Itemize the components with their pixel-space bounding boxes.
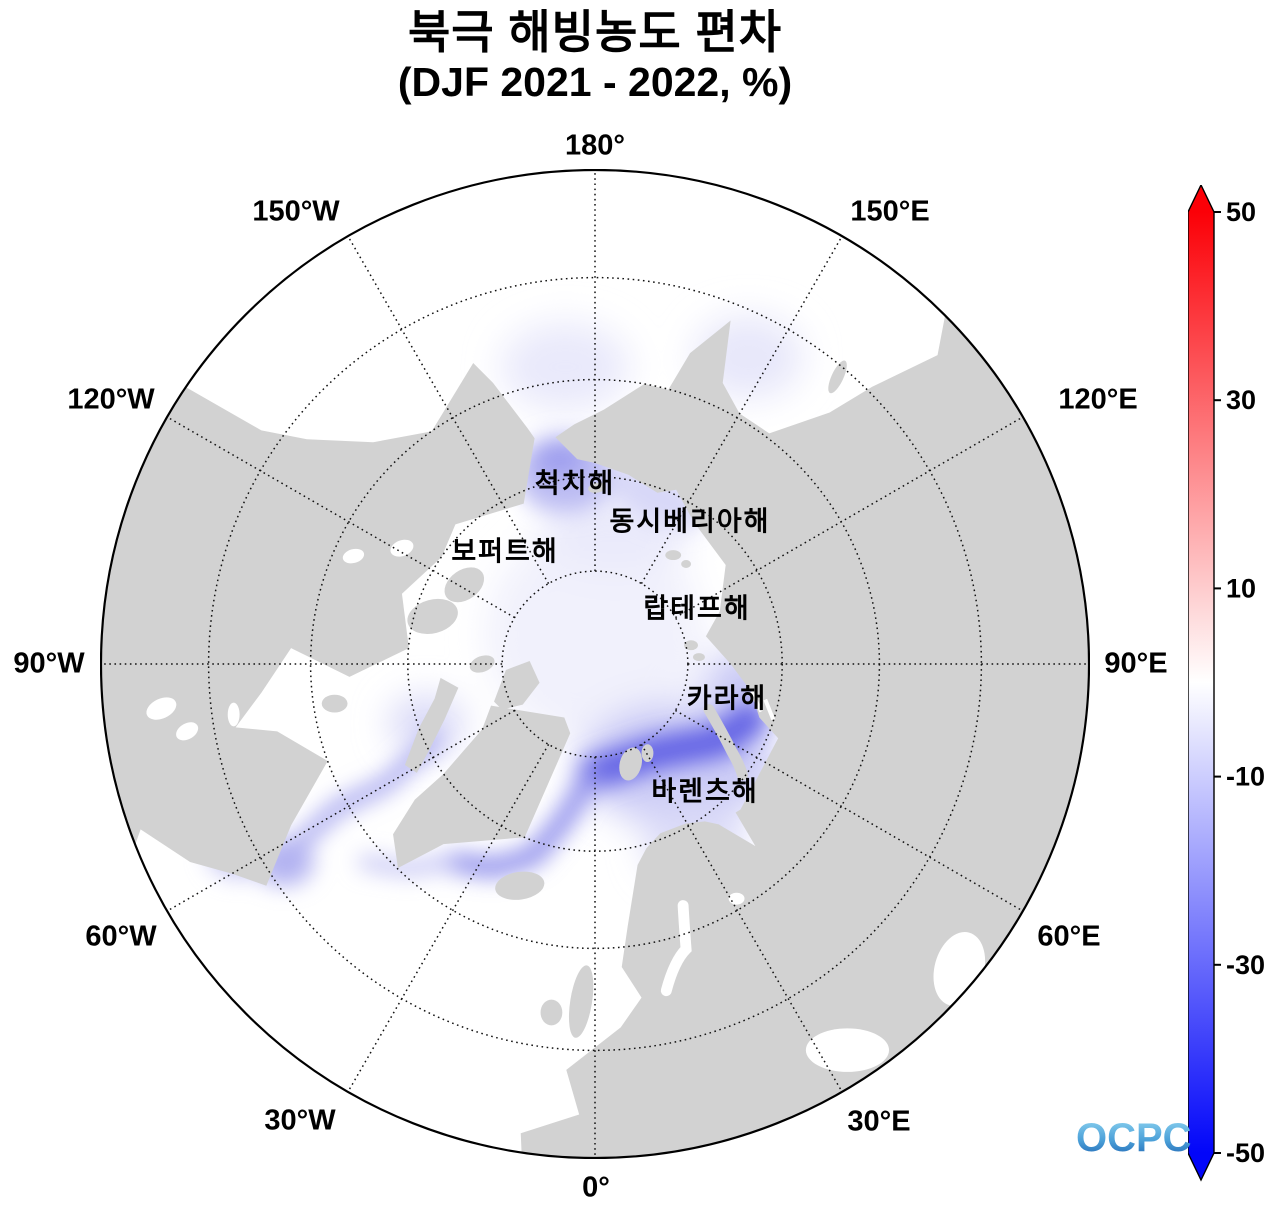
lake-winnipeg <box>227 702 240 727</box>
ob-gulf <box>749 690 764 713</box>
novaya-zemlya <box>703 704 748 781</box>
colorbar-tick-label: -30 <box>1226 950 1265 980</box>
new-siberian-islands <box>665 550 682 561</box>
ellesmere-island <box>494 661 540 710</box>
north-america-landmass <box>100 363 535 1159</box>
figure-title: 북극 해빙농도 편차 (DJF 2021 - 2022, %) <box>100 6 1090 106</box>
longitude-label: 150°W <box>252 195 340 228</box>
longitude-label: 60°W <box>85 920 157 953</box>
baltic-sea <box>660 900 692 997</box>
svalbard-ne <box>641 744 654 763</box>
iceland <box>495 871 545 900</box>
longitude-label: 90°W <box>13 647 85 680</box>
colorbar-tick-label: 30 <box>1226 385 1256 415</box>
longitude-line-240 <box>165 415 515 619</box>
colorbar-tick-label: -10 <box>1226 762 1265 792</box>
greenland <box>393 705 571 868</box>
title-subtitle: (DJF 2021 - 2022, %) <box>397 58 793 105</box>
longitude-line-330 <box>346 744 550 1094</box>
longitude-label: 0° <box>582 1171 610 1204</box>
latitude-circle-70 <box>407 476 783 852</box>
severnaya-zemlya <box>684 640 698 651</box>
colorbar-ticks: 50 30 10 -10 -30 -50 <box>1214 197 1265 1168</box>
longitude-label: 180° <box>565 129 625 162</box>
baffin-island <box>404 677 459 773</box>
longitude-label: 30°E <box>847 1105 911 1138</box>
colorbar-gradient-bar <box>1188 212 1214 1153</box>
longitude-label: 90°E <box>1104 647 1168 680</box>
colorbar-tick-label: -50 <box>1226 1138 1265 1168</box>
longitude-label: 150°E <box>850 195 930 228</box>
sea-name-label: 랍테프해 <box>643 593 751 624</box>
sea-name-label: 바렌츠해 <box>651 776 759 807</box>
graticule-grid <box>100 169 1090 1159</box>
great-britain <box>568 965 594 1038</box>
southampton-island <box>321 694 348 713</box>
black-sea <box>805 1028 890 1072</box>
victoria-island <box>407 598 458 635</box>
taz-gulf <box>763 698 776 721</box>
severnaya-zemlya-s <box>693 653 705 662</box>
sea-name-label: 동시베리아해 <box>609 506 771 537</box>
devon-island <box>469 655 495 673</box>
longitude-label: 120°E <box>1058 383 1138 416</box>
wrangel-island <box>588 482 606 493</box>
colorbar-tick-label: 10 <box>1226 573 1256 603</box>
arctic-polar-map <box>100 169 1090 1159</box>
sea-name-label: 카라해 <box>686 683 768 714</box>
colorbar-lower-arrow <box>1188 1153 1214 1180</box>
colorbar-upper-arrow <box>1188 185 1214 212</box>
colorbar-tick-label: 50 <box>1226 197 1256 227</box>
lake-ladoga <box>728 892 745 905</box>
longitude-line-300 <box>165 709 515 913</box>
svalbard <box>619 747 643 781</box>
sakhalin <box>828 360 847 394</box>
new-siberian-islands-e <box>681 560 692 568</box>
longitude-label: 60°E <box>1037 920 1101 953</box>
title-main: 북극 해빙농도 편차 <box>407 6 783 58</box>
longitude-label: 120°W <box>67 383 155 416</box>
great-lakes-e <box>176 722 199 741</box>
colorbar: 50 30 10 -10 -30 -50 <box>1188 185 1265 1182</box>
great-bear-lake <box>390 539 414 557</box>
sea-name-label: 보퍼트해 <box>451 536 559 567</box>
longitude-line-120 <box>675 415 1025 619</box>
sea-name-label: 척치해 <box>534 468 616 499</box>
longitude-line-60 <box>675 709 1025 913</box>
map-boundary-circle <box>100 169 1090 1159</box>
longitude-line-150 <box>640 234 844 584</box>
ireland <box>540 999 563 1026</box>
longitude-label: 30°W <box>264 1104 336 1137</box>
great-slave-lake <box>342 548 365 564</box>
great-lakes <box>146 697 177 720</box>
longitude-line-30 <box>640 744 844 1094</box>
ocpc-logo: OCPC <box>1076 1116 1192 1160</box>
longitude-line-210 <box>346 234 550 584</box>
